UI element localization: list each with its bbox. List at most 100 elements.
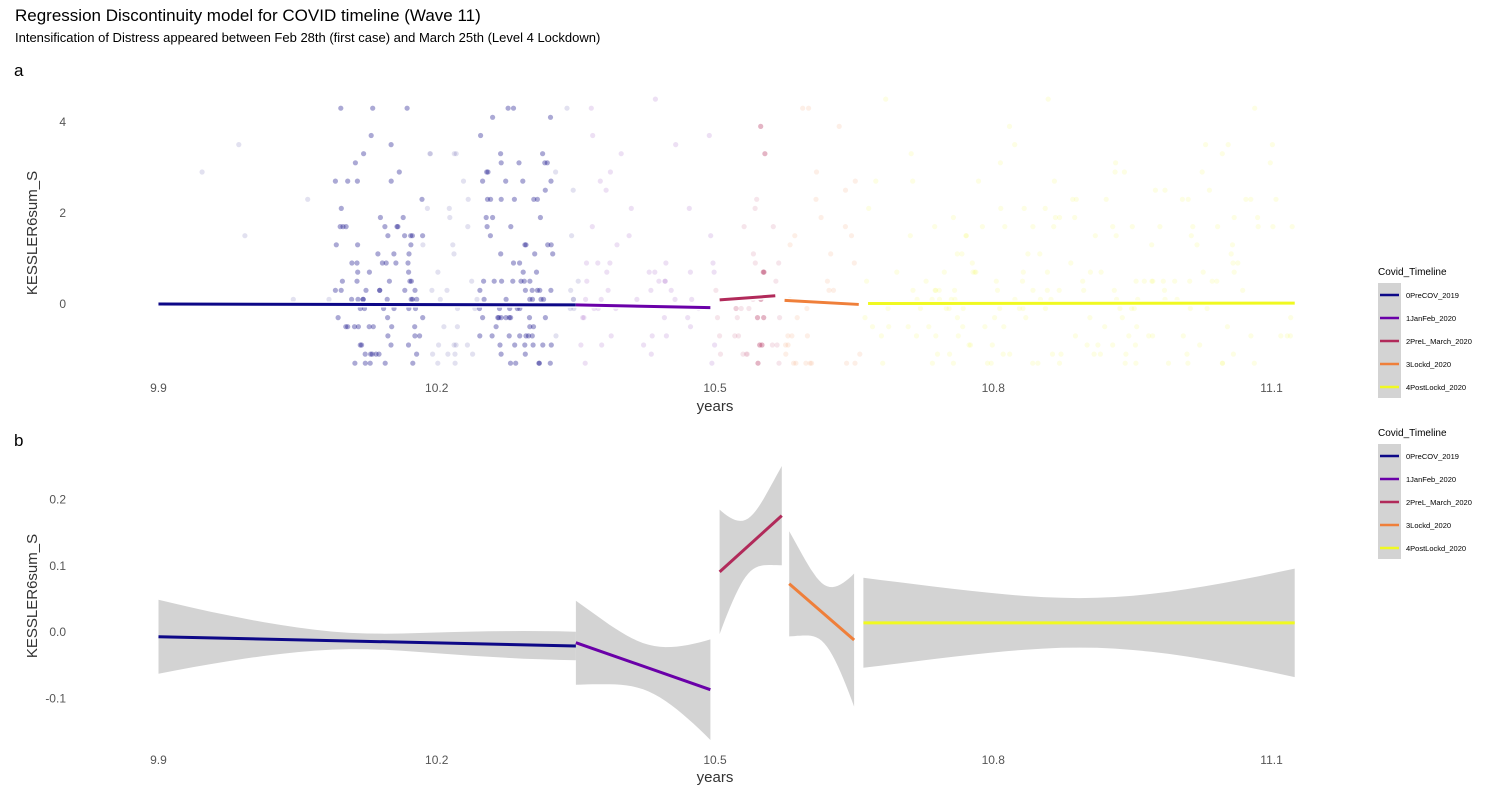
scatter-point bbox=[929, 360, 936, 366]
scatter-point bbox=[568, 287, 574, 293]
scatter-point bbox=[648, 351, 654, 357]
scatter-point bbox=[497, 342, 503, 348]
scatter-point bbox=[529, 287, 535, 293]
scatter-point bbox=[1288, 315, 1294, 321]
scatter-point bbox=[1146, 333, 1152, 339]
scatter-point bbox=[614, 242, 620, 248]
scatter-point bbox=[355, 296, 361, 302]
scatter-point bbox=[450, 242, 456, 248]
scatter-point bbox=[420, 315, 426, 321]
scatter-point bbox=[332, 287, 338, 293]
scatter-point bbox=[1081, 287, 1087, 293]
scatter-point bbox=[1187, 278, 1193, 284]
scatter-point bbox=[1224, 324, 1230, 330]
scatter-point bbox=[385, 233, 391, 239]
panel-b-y-tick-label: 0.1 bbox=[49, 559, 66, 573]
scatter-point bbox=[536, 360, 543, 366]
panel-b-fit-line bbox=[788, 582, 856, 642]
scatter-point bbox=[1113, 160, 1119, 166]
scatter-point bbox=[354, 260, 360, 266]
legend-item-label: 1JanFeb_2020 bbox=[1406, 314, 1456, 323]
scatter-point bbox=[709, 360, 715, 366]
scatter-point bbox=[465, 196, 471, 202]
scatter-point bbox=[933, 333, 939, 339]
scatter-point bbox=[1165, 360, 1172, 366]
scatter-point bbox=[410, 360, 416, 366]
scatter-point bbox=[668, 287, 674, 293]
scatter-point bbox=[741, 224, 747, 230]
scatter-point bbox=[1255, 214, 1261, 221]
scatter-point bbox=[1133, 360, 1139, 366]
scatter-point bbox=[339, 278, 345, 284]
legend-item-label: 4PostLockd_2020 bbox=[1406, 383, 1466, 392]
scatter-point bbox=[354, 278, 360, 284]
scatter-point bbox=[470, 351, 476, 357]
scatter-point bbox=[759, 342, 765, 348]
scatter-point bbox=[652, 269, 658, 275]
scatter-point bbox=[804, 305, 810, 312]
scatter-point bbox=[553, 169, 559, 175]
scatter-point bbox=[405, 342, 412, 348]
scatter-point bbox=[477, 287, 483, 293]
scatter-point bbox=[366, 269, 372, 275]
scatter-point bbox=[408, 242, 414, 248]
scatter-point bbox=[836, 123, 842, 129]
scatter-point bbox=[511, 196, 517, 202]
scatter-point bbox=[581, 315, 587, 321]
scatter-point bbox=[343, 324, 349, 330]
scatter-point bbox=[1197, 342, 1203, 348]
scatter-point bbox=[649, 333, 655, 339]
scatter-point bbox=[1199, 169, 1205, 175]
scatter-point bbox=[530, 324, 537, 330]
scatter-point bbox=[864, 278, 870, 284]
scatter-point bbox=[1110, 342, 1116, 348]
scatter-point bbox=[604, 269, 610, 275]
scatter-point bbox=[988, 360, 994, 366]
scatter-point bbox=[382, 224, 388, 230]
scatter-point bbox=[508, 224, 514, 230]
scatter-point bbox=[818, 214, 824, 221]
scatter-point bbox=[934, 351, 941, 357]
scatter-point bbox=[713, 287, 719, 293]
scatter-point bbox=[1150, 333, 1156, 339]
scatter-point bbox=[338, 287, 344, 293]
scatter-point bbox=[199, 169, 205, 175]
scatter-point bbox=[520, 269, 526, 275]
scatter-point bbox=[1025, 251, 1031, 257]
scatter-point bbox=[1111, 287, 1117, 293]
panel-b-x-tick-label: 10.5 bbox=[703, 753, 727, 767]
scatter-point bbox=[537, 214, 544, 221]
scatter-point bbox=[360, 296, 366, 302]
scatter-point bbox=[1203, 142, 1209, 148]
scatter-point bbox=[1162, 187, 1168, 193]
scatter-point bbox=[430, 351, 436, 357]
scatter-point bbox=[540, 342, 546, 348]
scatter-point bbox=[687, 324, 694, 330]
legend-item-label: 0PreCOV_2019 bbox=[1406, 452, 1459, 461]
scatter-point bbox=[1179, 196, 1185, 202]
scatter-point bbox=[451, 251, 457, 257]
scatter-point bbox=[852, 360, 858, 366]
scatter-point bbox=[1119, 315, 1125, 321]
scatter-point bbox=[1068, 260, 1074, 266]
scatter-point bbox=[792, 233, 798, 239]
scatter-point bbox=[883, 96, 889, 102]
scatter-point bbox=[793, 360, 799, 366]
scatter-point bbox=[830, 287, 837, 293]
scatter-point bbox=[447, 214, 453, 221]
scatter-point bbox=[435, 360, 441, 366]
scatter-point bbox=[1103, 196, 1109, 202]
scatter-point bbox=[464, 342, 470, 348]
scatter-point bbox=[536, 360, 542, 366]
panel-b-legend: Covid_Timeline 0PreCOV_2019 1JanFeb_2020 2P… bbox=[1378, 428, 1472, 559]
scatter-point bbox=[1194, 242, 1200, 248]
scatter-point bbox=[1243, 196, 1249, 202]
scatter-point bbox=[478, 132, 484, 139]
scatter-point bbox=[1126, 333, 1132, 339]
scatter-point bbox=[527, 296, 533, 302]
scatter-point bbox=[789, 333, 795, 339]
scatter-point bbox=[1152, 187, 1158, 193]
panel-a-x-ticks: 9.9 10.2 10.5 10.8 11.1 bbox=[150, 381, 1283, 395]
panel-a-fit-line bbox=[719, 294, 776, 302]
scatter-point bbox=[414, 296, 420, 302]
